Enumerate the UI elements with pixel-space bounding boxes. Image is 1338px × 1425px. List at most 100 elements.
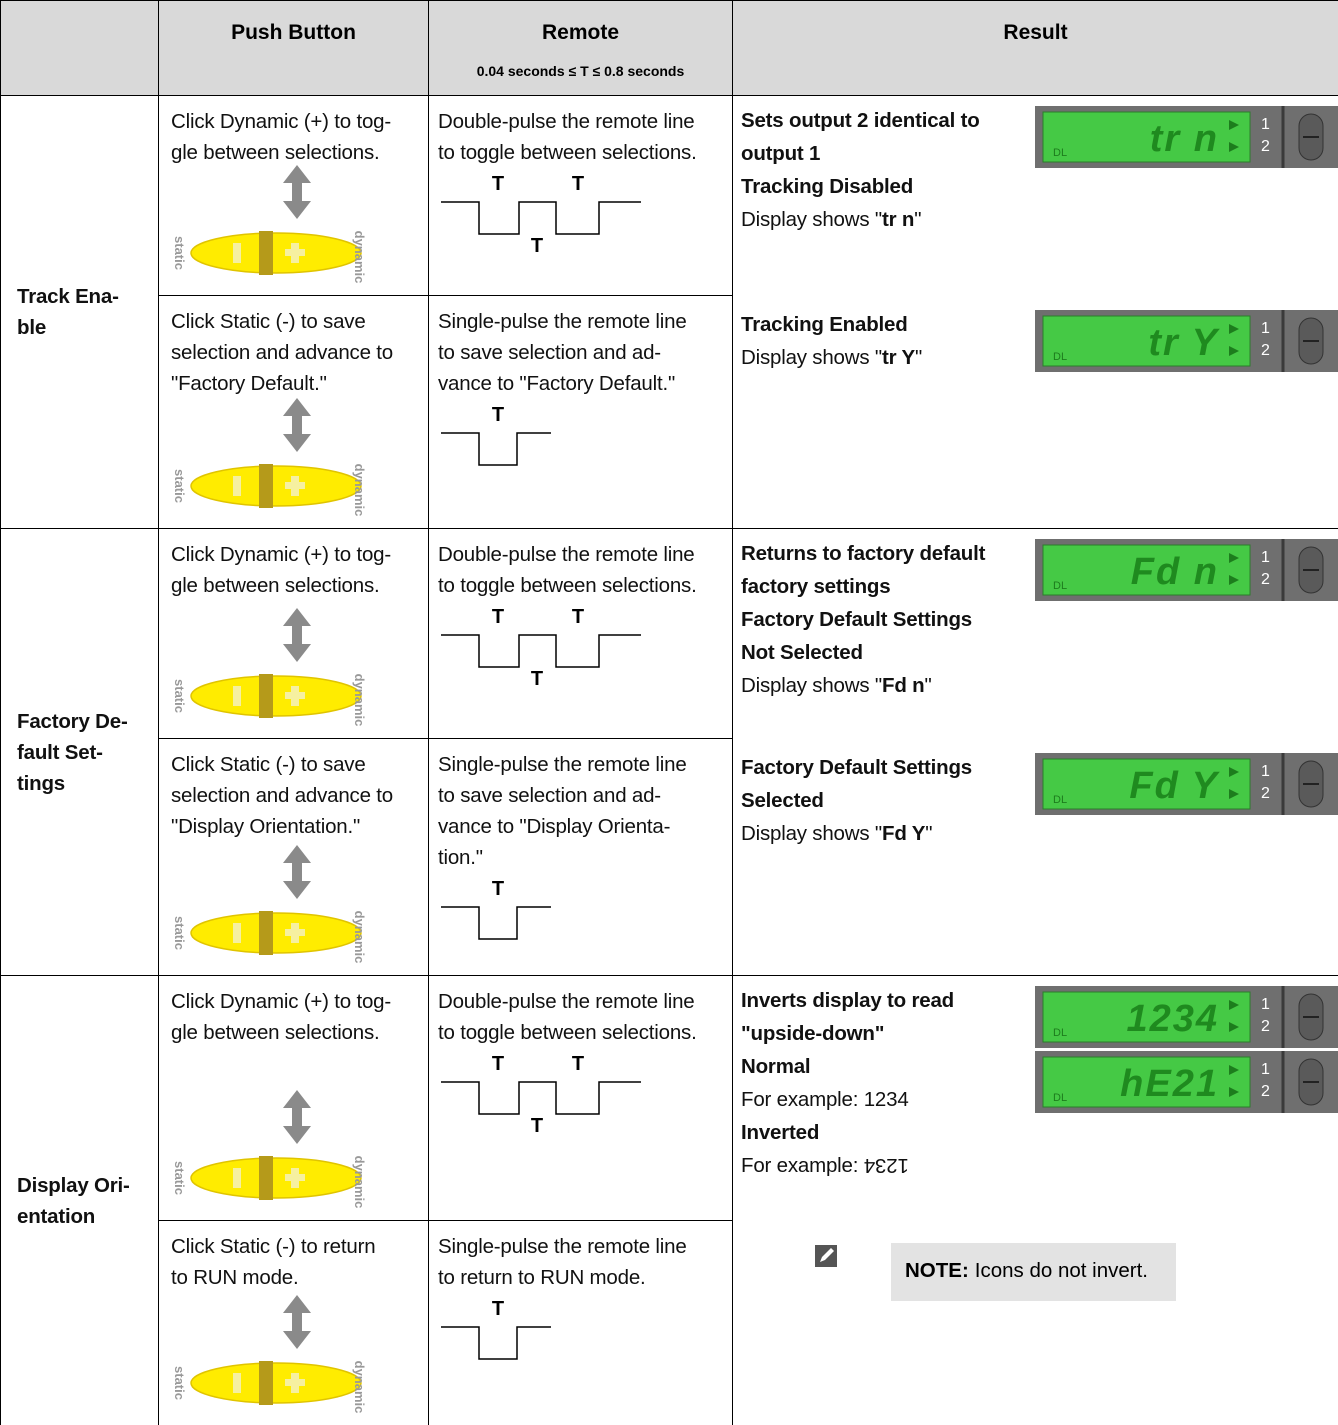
waveform bbox=[441, 201, 641, 235]
text-line: vance to "Factory Default." bbox=[438, 372, 676, 395]
result-line: Display shows "tr n" bbox=[741, 203, 980, 236]
button bbox=[190, 1157, 362, 1199]
screen bbox=[1042, 758, 1251, 810]
text-segment: Factory Default Settings bbox=[741, 756, 972, 779]
text-segment: Display shows " bbox=[741, 346, 882, 369]
arrow bbox=[283, 608, 311, 626]
row-label: ble bbox=[17, 316, 47, 339]
text-segment: Selected bbox=[741, 789, 824, 812]
row-label: fault Set- bbox=[17, 740, 103, 764]
text-block: Double-pulse the remote line to toggle be… bbox=[438, 539, 697, 601]
pulse-diagram: T bbox=[441, 1298, 551, 1360]
button-minus bbox=[233, 476, 241, 496]
button-icon: static dynamic bbox=[172, 845, 367, 963]
result-line: Returns to factory default bbox=[741, 537, 985, 570]
text-block: Click Dynamic (+) to tog-gle between sel… bbox=[171, 106, 391, 168]
text-segment: Tracking Enabled bbox=[741, 313, 908, 336]
text-line: gle between selections. bbox=[171, 574, 380, 597]
text-segment: factory settings bbox=[741, 575, 891, 598]
result-line: For example: 1234 bbox=[741, 1083, 954, 1116]
result-line: Tracking Enabled bbox=[741, 308, 922, 341]
text-line: tion." bbox=[438, 846, 483, 869]
output-arrow bbox=[1229, 1000, 1239, 1010]
output-arrow bbox=[1229, 789, 1239, 799]
text-line: selection and advance to bbox=[171, 784, 394, 807]
output-arrow bbox=[1229, 1022, 1239, 1032]
button-minus bbox=[233, 1168, 241, 1188]
note-box: NOTE: Icons do not invert. bbox=[891, 1243, 1176, 1301]
text-segment: Returns to factory default bbox=[741, 542, 986, 565]
button-icon: static dynamic bbox=[172, 1295, 367, 1413]
button-label: dynamic bbox=[352, 464, 367, 516]
text-line: "Display Orientation." bbox=[171, 815, 361, 838]
row-label-cell: Display Ori-entation bbox=[1, 976, 159, 1425]
text-segment: 1234 bbox=[863, 1154, 909, 1177]
arrow bbox=[283, 398, 311, 416]
result-cell: Sets output 2 identical to output 1 Tracki… bbox=[733, 96, 1338, 529]
text-line: Click Dynamic (+) to tog- bbox=[171, 990, 391, 1013]
button-icon: static dynamic bbox=[172, 608, 367, 726]
remote-cell: Single-pulse the remote line to save sele… bbox=[429, 739, 733, 976]
result-line: Factory Default Settings bbox=[741, 751, 972, 784]
result-text: Returns to factory default factory settin… bbox=[741, 537, 985, 702]
result-line: output 1 bbox=[741, 137, 980, 170]
display-readout: hE21 bbox=[1120, 1063, 1219, 1105]
pulse-diagram: T bbox=[441, 878, 551, 940]
button-icon: static dynamic bbox=[172, 165, 367, 283]
display-panel: DL Fd Y 1 2 bbox=[1035, 753, 1338, 815]
text-line: to toggle between selections. bbox=[438, 574, 697, 597]
text-block: Click Static (-) to save selection and ad… bbox=[171, 749, 393, 842]
text-block: Click Static (-) to return to RUN mode. bbox=[171, 1231, 376, 1293]
button-plus bbox=[291, 686, 299, 706]
button-label: static bbox=[172, 1161, 187, 1195]
header-cell: Result bbox=[733, 1, 1338, 96]
result-cell: Inverts display to read "upside-down" Norm… bbox=[733, 976, 1338, 1425]
display-panel: DL hE21 1 2 bbox=[1035, 1051, 1338, 1113]
output-label: 2 bbox=[1261, 785, 1270, 802]
waveform bbox=[441, 432, 551, 466]
display-mode: DL bbox=[1053, 147, 1067, 159]
arrow bbox=[283, 434, 311, 452]
arrow bbox=[283, 201, 311, 219]
text-line: to save selection and ad- bbox=[438, 341, 661, 364]
button-plus bbox=[291, 1373, 299, 1393]
display-readout: tr Y bbox=[1148, 322, 1220, 364]
text-line: gle between selections. bbox=[171, 141, 380, 164]
button-label: static bbox=[172, 1366, 187, 1400]
text-block: Click Dynamic (+) to tog-gle between sel… bbox=[171, 986, 391, 1048]
push-button-cell: Click Static (-) to save selection and ad… bbox=[159, 296, 429, 529]
text-segment: Sets output 2 identical to bbox=[741, 109, 980, 132]
remote-cell: Single-pulse the remote line to save sele… bbox=[429, 296, 733, 529]
arrow bbox=[292, 182, 302, 202]
header-corner bbox=[1, 1, 159, 96]
button-label: static bbox=[172, 916, 187, 950]
result-line: Normal bbox=[741, 1050, 954, 1083]
row-label-cell: Track Ena-ble bbox=[1, 96, 159, 529]
output-arrow bbox=[1229, 553, 1239, 563]
text-block: Single-pulse the remote line to save sele… bbox=[438, 306, 687, 399]
text-line: Single-pulse the remote line bbox=[438, 310, 687, 333]
output-label: 2 bbox=[1261, 342, 1270, 359]
text-segment: Tracking Disabled bbox=[741, 175, 914, 198]
pulse-label: T bbox=[492, 1298, 504, 1320]
button-minus bbox=[233, 686, 241, 706]
text-line: "Factory Default." bbox=[171, 372, 327, 395]
result-line: Sets output 2 identical to bbox=[741, 104, 980, 137]
row-label-cell: Factory De-fault Set-tings bbox=[1, 529, 159, 976]
button bbox=[190, 232, 362, 274]
icon-pencil bbox=[820, 1248, 834, 1262]
display-panel: DL 1234 1 2 bbox=[1035, 986, 1338, 1048]
button-label: static bbox=[172, 679, 187, 713]
waveform bbox=[441, 906, 551, 940]
text-line: Click Dynamic (+) to tog- bbox=[171, 110, 391, 133]
output-arrow bbox=[1229, 120, 1239, 130]
output-label: 1 bbox=[1261, 1061, 1270, 1078]
remote-cell: Double-pulse the remote line to toggle be… bbox=[429, 529, 733, 739]
pulse-label: T bbox=[492, 404, 504, 426]
button bbox=[190, 912, 362, 954]
button-icon: static dynamic bbox=[172, 1090, 367, 1208]
pulse-label: T bbox=[531, 235, 543, 257]
display-readout: tr n bbox=[1150, 118, 1219, 160]
push-button-cell: Click Dynamic (+) to tog-gle between sel… bbox=[159, 96, 429, 296]
text-segment: "upside-down" bbox=[741, 1022, 885, 1045]
